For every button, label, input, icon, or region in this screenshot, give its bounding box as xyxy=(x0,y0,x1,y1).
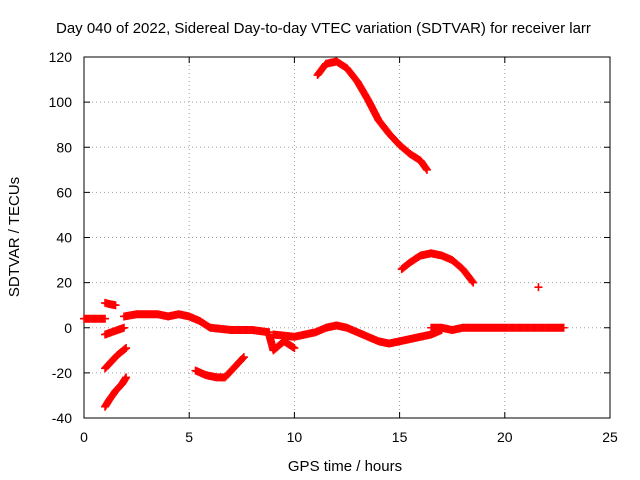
x-tick-label: 10 xyxy=(287,429,303,445)
series-arc-09 xyxy=(269,321,446,348)
x-axis: 0 5 10 15 20 25 xyxy=(80,57,618,445)
y-tick-label: 40 xyxy=(56,230,72,246)
y-tick-label: 120 xyxy=(49,49,73,65)
series-arc-06 xyxy=(119,310,274,337)
data-point xyxy=(290,344,299,353)
data-point xyxy=(468,277,477,286)
data-point xyxy=(239,353,248,362)
y-tick-label: -40 xyxy=(52,410,72,426)
x-tick-label: 5 xyxy=(185,429,193,445)
series-arc-11 xyxy=(313,57,431,174)
series-arc-02 xyxy=(101,298,120,310)
data-point xyxy=(111,301,120,310)
data-point xyxy=(101,314,110,323)
plot-area xyxy=(83,56,611,419)
x-tick-label: 20 xyxy=(497,429,513,445)
series-arc-12 xyxy=(397,249,478,287)
x-tick-label: 25 xyxy=(602,429,618,445)
chart-title: Day 040 of 2022, Sidereal Day-to-day VTE… xyxy=(56,20,591,37)
x-tick-label: 0 xyxy=(80,429,88,445)
x-tick-label: 15 xyxy=(392,429,408,445)
y-tick-label: 100 xyxy=(49,94,73,110)
data-point xyxy=(469,278,478,287)
y-tick-label: 0 xyxy=(64,320,72,336)
data-point xyxy=(122,344,131,353)
y-tick-label: 60 xyxy=(56,184,72,200)
data-point xyxy=(122,373,131,382)
x-axis-label: GPS time / hours xyxy=(288,458,402,475)
series-arc-01 xyxy=(80,314,110,323)
y-axis-label: SDTVAR / TECUs xyxy=(6,177,23,297)
series-arc-08 xyxy=(265,330,299,355)
plot-border xyxy=(83,56,611,419)
series-arc-07 xyxy=(191,353,248,382)
grid-lines xyxy=(84,57,610,418)
data-points xyxy=(80,57,568,411)
data-point xyxy=(238,354,247,363)
series-arc-05 xyxy=(101,373,131,411)
data-point xyxy=(119,323,128,332)
y-axis: -40 -20 0 20 40 60 80 100 120 xyxy=(49,49,610,426)
data-point xyxy=(559,323,568,332)
series-arc-04 xyxy=(101,344,131,373)
data-point xyxy=(422,165,431,174)
data-point xyxy=(121,344,130,353)
series-arc-03 xyxy=(101,323,128,339)
y-tick-label: 80 xyxy=(56,139,72,155)
y-tick-label: -20 xyxy=(52,365,72,381)
y-tick-label: 20 xyxy=(56,275,72,291)
series-arc-13 xyxy=(534,283,543,292)
series-arc-10 xyxy=(427,323,568,335)
data-point xyxy=(534,283,543,292)
